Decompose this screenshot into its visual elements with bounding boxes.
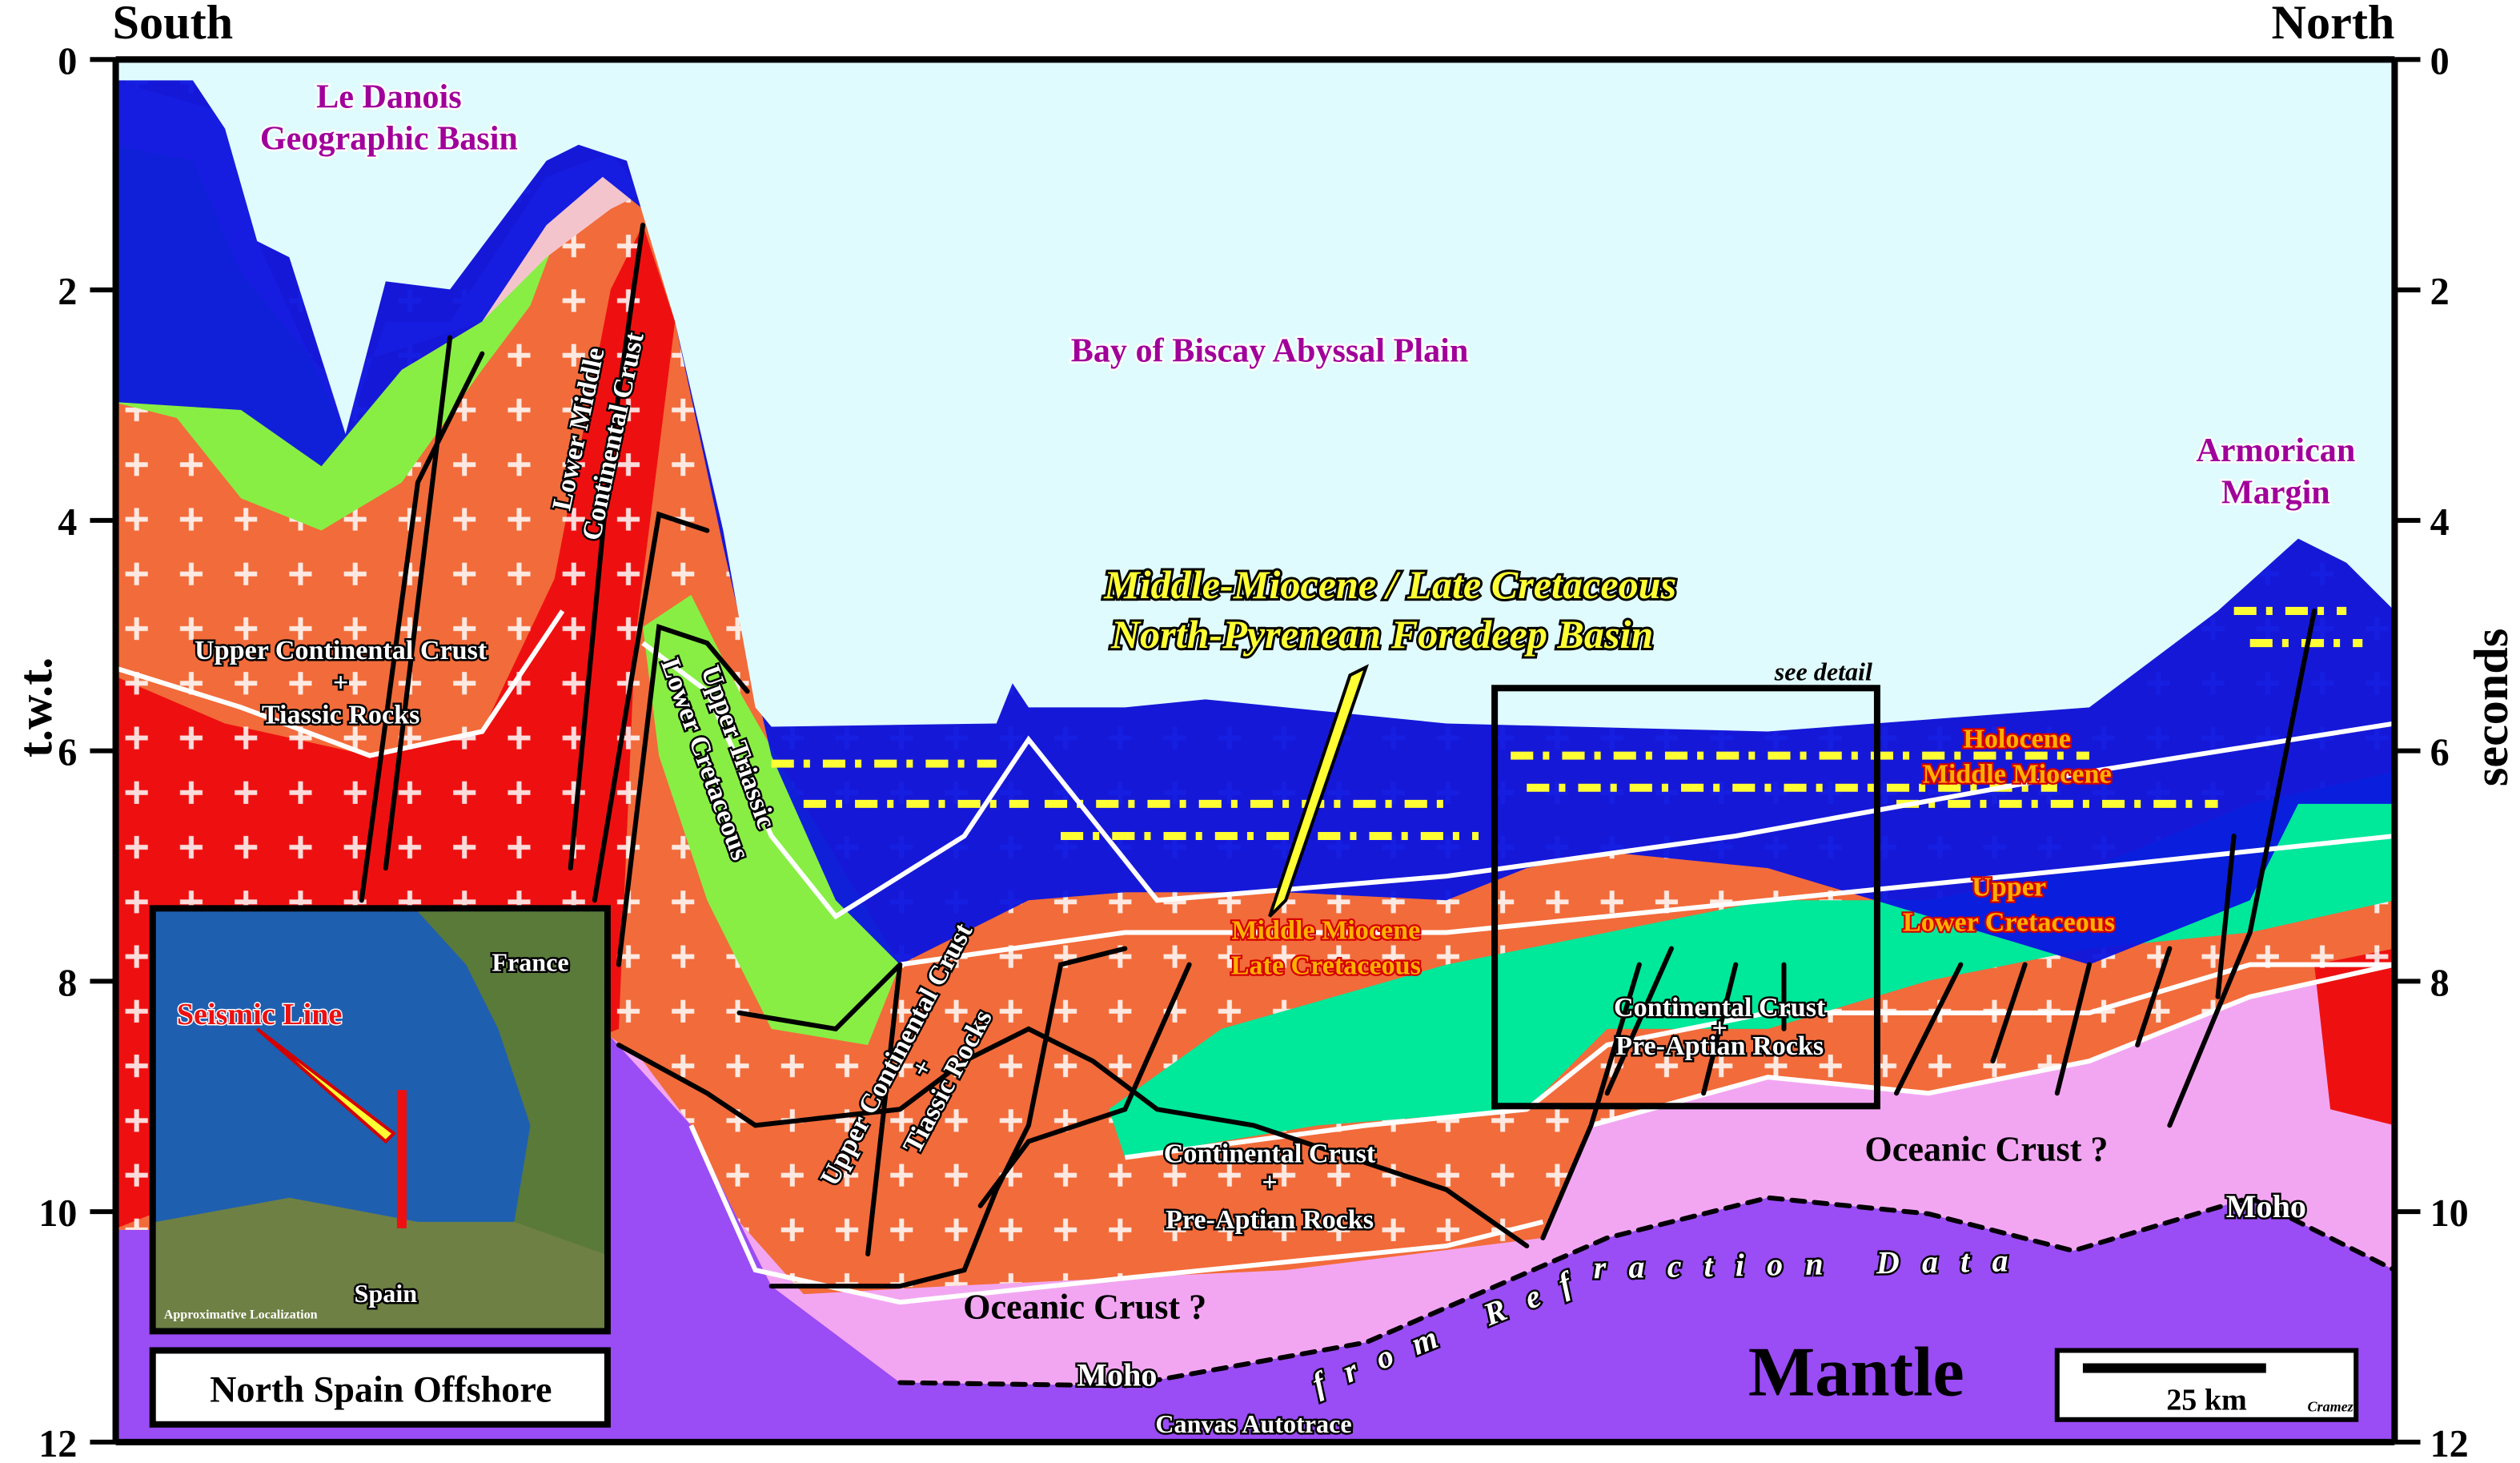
label: Middle Miocene: [1231, 915, 1420, 945]
fault: [1540, 608, 2317, 1240]
label: Mantle: [1748, 1333, 1964, 1412]
horizon: [1124, 962, 2395, 1160]
land: [155, 1197, 604, 1328]
label: Pre-Aptian Rocks: [1615, 1031, 1824, 1061]
tick-label: 10: [38, 1192, 77, 1235]
horizon: [899, 834, 2395, 967]
label: Moho: [2226, 1188, 2306, 1224]
tick-label: 0: [2430, 40, 2450, 82]
inset-title: North Spain Offshore: [210, 1369, 552, 1410]
horizon: [641, 641, 2395, 920]
tick-label: 10: [2430, 1192, 2469, 1235]
tick-label: 4: [58, 501, 77, 544]
arrow: [1268, 664, 1370, 918]
horizon: [1590, 962, 2395, 1128]
label: Moho: [1077, 1357, 1157, 1393]
label: Oceanic Crust ?: [963, 1287, 1206, 1326]
axis-ticks: 0 0 2 2 4 4 6 6 8 8 10 10 12 12: [38, 40, 2469, 1463]
inset-title-box: [149, 1347, 611, 1428]
label: Upper Continental Crust: [195, 636, 488, 665]
axis-label-left: t.w.t.: [9, 657, 62, 758]
label: Late Cretaceous: [1231, 951, 1421, 981]
label: Armorican: [2196, 432, 2355, 469]
detail-box: [1491, 685, 1880, 1110]
tick-label: 8: [58, 962, 77, 1004]
tick-label: 2: [58, 271, 77, 313]
inset: France Seismic Line Spain Approximative …: [149, 905, 611, 1428]
label: +: [333, 668, 348, 697]
tick-label: 12: [38, 1423, 77, 1463]
red-crust-right: [2314, 948, 2395, 1126]
author: Cramez: [2308, 1399, 2353, 1415]
inset-label: Approximative Localization: [164, 1308, 318, 1321]
tick-label: 12: [2430, 1423, 2469, 1463]
horizon: [688, 1124, 1544, 1305]
label: Holocene: [1963, 725, 2071, 754]
label: Margin: [2221, 473, 2330, 511]
green-teal: [1109, 771, 2395, 1158]
label: Canvas Autotrace: [1155, 1409, 1351, 1438]
fault: [897, 1195, 2395, 1389]
label: +: [1262, 1168, 1277, 1198]
label: Bay of Biscay Abyssal Plain: [1071, 332, 1469, 370]
label: Tiassic Rocks: [262, 700, 420, 729]
fault: [616, 1026, 1530, 1248]
tick-label: 0: [58, 40, 77, 82]
land: [417, 911, 604, 1328]
section-body: [115, 59, 2395, 1442]
label: Upper: [1972, 872, 2046, 902]
label: Middle-Miocene / Late Cretaceous: [1103, 562, 1676, 607]
label: +: [1711, 1014, 1727, 1043]
arrow: [255, 1027, 396, 1144]
label: Continental Crust: [1614, 993, 1826, 1023]
label: Middle Miocene: [1923, 760, 2112, 790]
inset-label: Spain: [355, 1279, 418, 1308]
tick-label: 2: [2430, 271, 2450, 313]
label: North-Pyrenean Foredeep Basin: [1110, 612, 1654, 657]
label: Pre-Aptian Rocks: [1166, 1205, 1374, 1235]
scale-label: 25 km: [2166, 1384, 2247, 1417]
scale-box: [2054, 1348, 2359, 1422]
label: Continental Crust: [1164, 1139, 1376, 1169]
horizon: [115, 609, 565, 758]
label: Geographic Basin: [260, 120, 518, 158]
label: Lower Cretaceous: [1903, 907, 2115, 937]
seismic-line: [396, 1090, 407, 1228]
inset-label: Seismic Line: [177, 998, 343, 1031]
axis-label-right: seconds: [2465, 629, 2518, 786]
header-left: South: [113, 0, 234, 50]
label: see detail: [1774, 657, 1872, 685]
label: Le Danois: [316, 78, 462, 116]
inset-label: France: [492, 948, 568, 977]
tick-label: 6: [58, 732, 77, 774]
tick-label: 4: [2430, 501, 2450, 544]
green-middle: [643, 594, 901, 1045]
tick-label: 6: [2430, 732, 2450, 774]
header-right: North: [2272, 0, 2395, 50]
label: Oceanic Crust ?: [1864, 1130, 2108, 1169]
fault: [359, 223, 750, 967]
fault: [736, 946, 1192, 1289]
water: [115, 59, 2395, 732]
tick-label: 8: [2430, 962, 2450, 1004]
